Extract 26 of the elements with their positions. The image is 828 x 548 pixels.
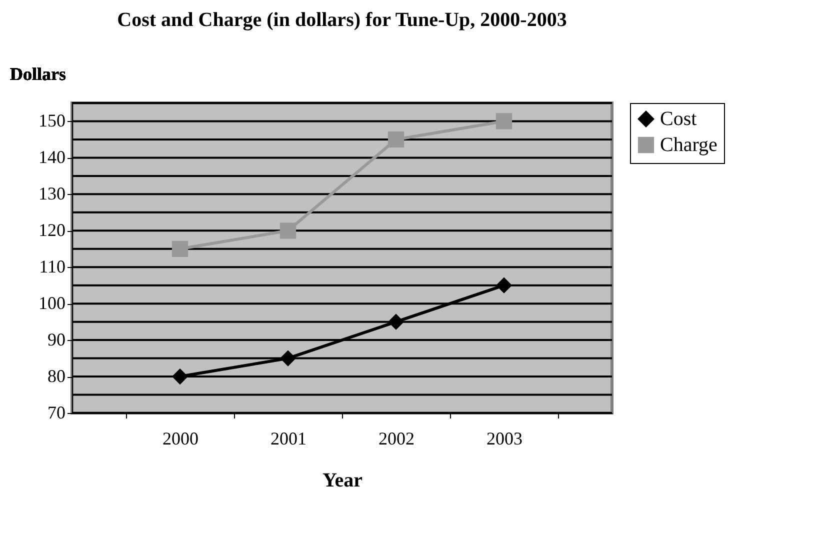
point [388, 131, 404, 148]
y-tick-label: 150 [38, 110, 66, 131]
x-axis-title: Year [322, 470, 363, 492]
y-tick-label: 100 [38, 293, 66, 314]
point [496, 277, 512, 294]
y-tick-label: 140 [38, 147, 66, 168]
point [280, 222, 296, 239]
y-tick-label: 130 [38, 184, 66, 204]
y-tick-label: 90 [48, 330, 66, 350]
point [496, 113, 512, 130]
x-tick-label: 2000 [162, 428, 198, 448]
legend-label: Charge [660, 134, 718, 156]
x-tick-label: 2001 [270, 428, 306, 448]
point [172, 240, 188, 257]
legend-label: Cost [660, 108, 698, 130]
y-tick-label: 80 [48, 366, 66, 386]
point [388, 314, 404, 330]
y-tick-label: 120 [38, 220, 66, 240]
y-tick-label: 70 [48, 402, 66, 422]
x-tick-label: 2003 [486, 428, 522, 448]
x-tick-label: 2002 [378, 428, 414, 448]
point [172, 368, 188, 385]
chart-title: Cost and Charge (in dollars) for Tune-Up, 2000-2003 [117, 9, 567, 31]
point [280, 350, 296, 366]
y-axis-title: Dollars [10, 64, 66, 84]
y-tick-label: 110 [39, 256, 66, 277]
